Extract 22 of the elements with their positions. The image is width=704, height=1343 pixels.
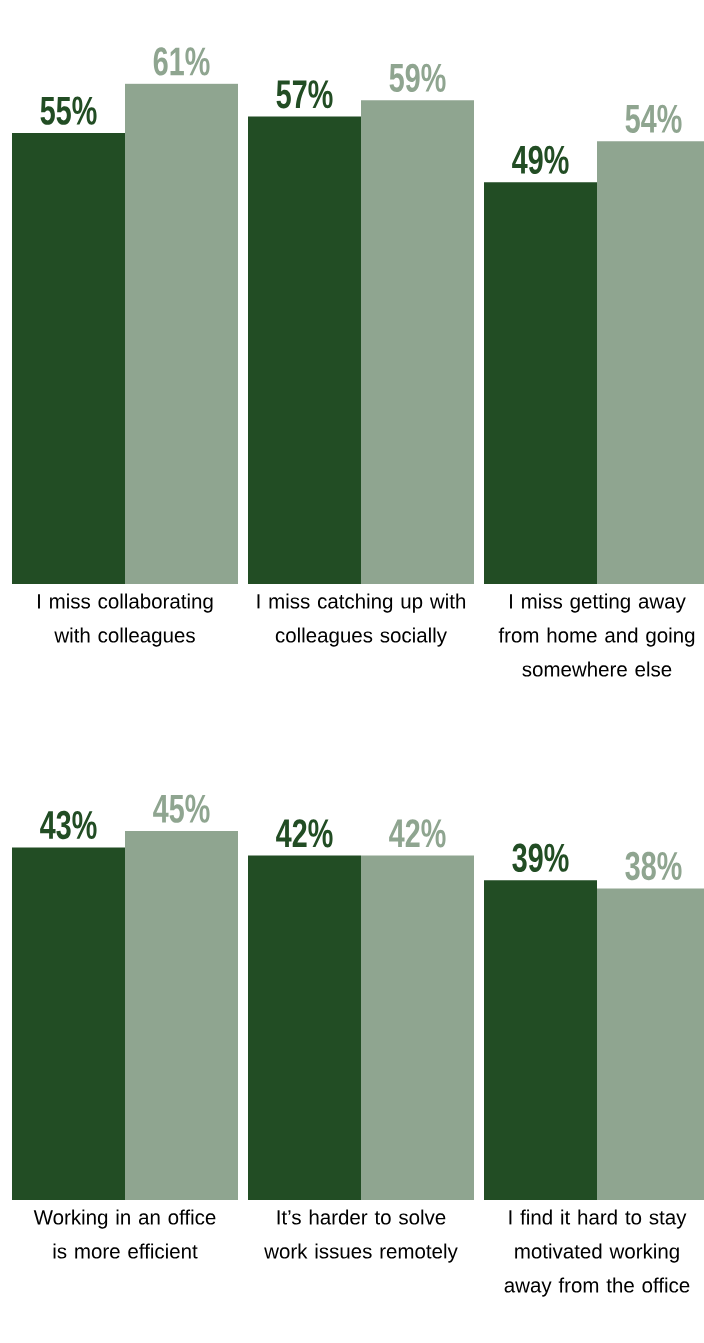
data-label: 38%	[625, 851, 682, 881]
x-tick-label: Working in an office is more efficient	[33, 1209, 216, 1259]
data-label: 42%	[276, 819, 333, 848]
x-tick-label: I miss collaborating with colleagues	[38, 593, 213, 647]
bar	[248, 116, 361, 584]
x-tick-label: I find it hard to stay motivated working away from the office	[504, 1209, 690, 1297]
data-label: 49%	[512, 145, 569, 174]
data-label: 39%	[512, 843, 569, 872]
bar	[12, 132, 125, 584]
data-label: 57%	[276, 80, 333, 109]
data-label: 43%	[40, 810, 97, 840]
data-label: 54%	[625, 104, 682, 133]
data-label: 55%	[40, 96, 97, 125]
x-tick-label: I miss catching up with colleagues socially	[257, 593, 466, 647]
bar	[361, 100, 475, 584]
data-label: 42%	[389, 819, 446, 848]
x-tick-label: It’s harder to solve work issues remotely	[264, 1209, 458, 1263]
data-label: 45%	[153, 794, 210, 823]
data-label: 61%	[153, 47, 210, 76]
bar	[125, 83, 238, 584]
data-label: 59%	[389, 63, 446, 92]
x-tick-label: I miss getting away from home and going somewhere else	[498, 593, 695, 677]
